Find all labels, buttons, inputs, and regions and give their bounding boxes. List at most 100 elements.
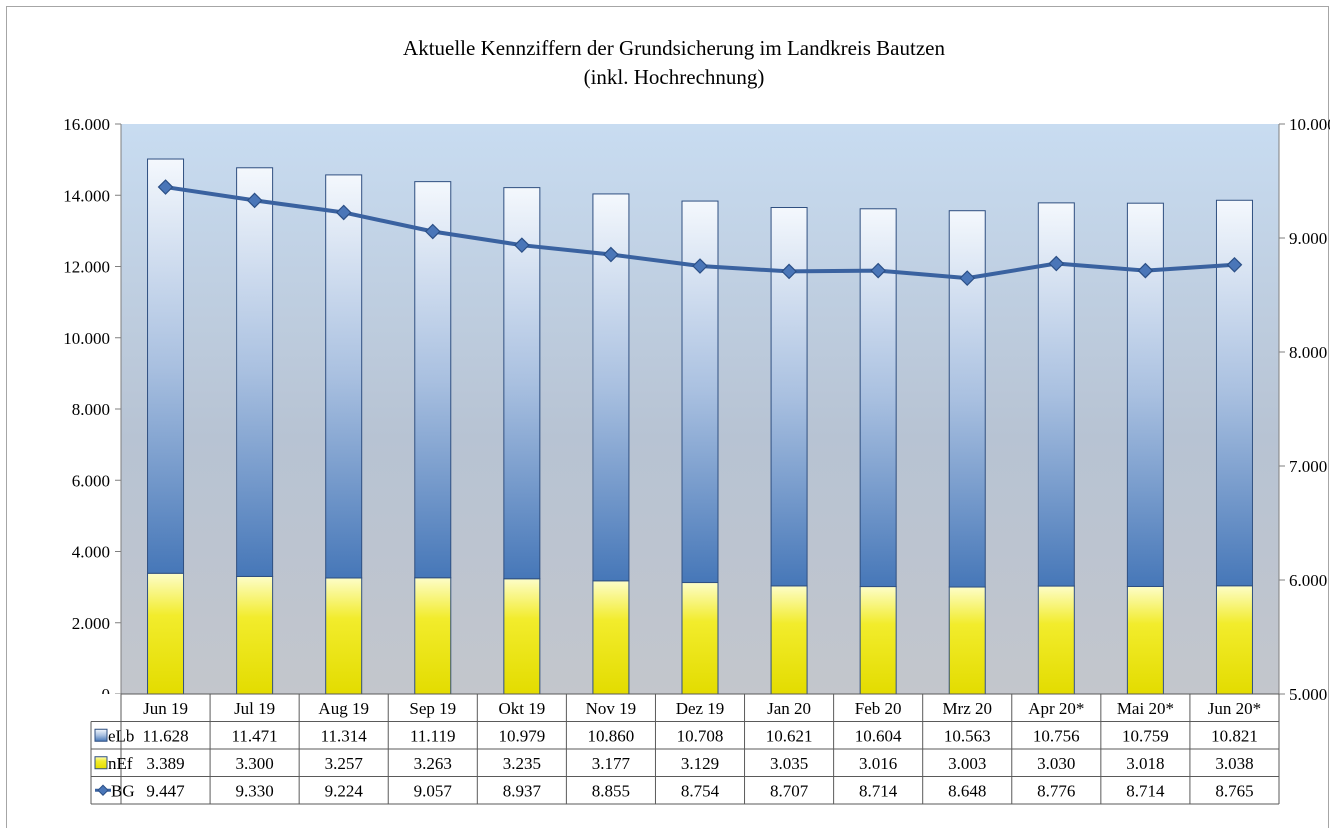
data-label-nef: 3.257 bbox=[325, 754, 364, 773]
bar-elb bbox=[325, 174, 363, 579]
bg-point bbox=[1226, 256, 1243, 273]
bar-nef bbox=[325, 577, 363, 695]
y-tick-label-right: 9.000 bbox=[1289, 229, 1327, 248]
data-label-bg: 8.707 bbox=[770, 781, 809, 800]
y-tick-label-left: 16.000 bbox=[63, 115, 110, 134]
x-tick-label: Okt 19 bbox=[498, 699, 545, 718]
legend-label-bg: BG bbox=[111, 781, 135, 800]
x-tick-label: Jan 20 bbox=[767, 699, 811, 718]
data-label-elb: 11.471 bbox=[232, 726, 278, 745]
y-tick-label-left: 2.000 bbox=[72, 614, 110, 633]
data-label-nef: 3.018 bbox=[1126, 754, 1164, 773]
legend-label-nef: nEf bbox=[108, 754, 133, 773]
bar-elb bbox=[236, 167, 274, 577]
bg-point bbox=[335, 204, 352, 221]
x-tick-label: Dez 19 bbox=[676, 699, 725, 718]
chart-frame: Aktuelle Kennziffern der Grundsicherung … bbox=[6, 6, 1330, 828]
data-label-elb: 10.860 bbox=[588, 726, 635, 745]
y-tick-label-left: 8.000 bbox=[72, 400, 110, 419]
data-table: Jun 19 Jul 19 Aug 19 Sep 19 Okt 19 Nov 19 Dez … bbox=[90, 693, 1280, 805]
data-label-bg: 8.937 bbox=[503, 781, 542, 800]
y-tick-label-right: 6.000 bbox=[1289, 571, 1327, 590]
bar-nef bbox=[681, 582, 719, 695]
x-tick-label: Nov 19 bbox=[586, 699, 637, 718]
bar-nef bbox=[503, 578, 541, 695]
y-tick-label-right: 7.000 bbox=[1289, 457, 1327, 476]
data-label-bg: 9.447 bbox=[146, 781, 185, 800]
bg-line-layer bbox=[157, 179, 1243, 286]
data-label-bg: 9.057 bbox=[414, 781, 453, 800]
bg-point bbox=[603, 246, 619, 263]
bar-nef bbox=[859, 586, 897, 695]
legend-label-elb: eLb bbox=[108, 726, 134, 745]
data-label-nef: 3.030 bbox=[1037, 754, 1075, 773]
data-label-bg: 8.754 bbox=[681, 781, 720, 800]
x-tick-label: Jun 20* bbox=[1208, 699, 1261, 718]
data-label-elb: 11.628 bbox=[142, 726, 188, 745]
bar-nef bbox=[948, 586, 986, 695]
data-label-elb: 11.314 bbox=[321, 726, 368, 745]
x-tick-label: Mai 20* bbox=[1117, 699, 1174, 718]
data-label-nef: 3.038 bbox=[1215, 754, 1253, 773]
bar-elb bbox=[1126, 202, 1164, 587]
y-tick-label-right: 8.000 bbox=[1289, 343, 1327, 362]
x-tick-label: Mrz 20 bbox=[942, 699, 992, 718]
data-label-bg: 8.648 bbox=[948, 781, 986, 800]
bar-nef bbox=[1215, 585, 1253, 695]
bar-nef bbox=[1126, 585, 1164, 695]
x-tick-label: Feb 20 bbox=[855, 699, 902, 718]
data-label-elb: 10.563 bbox=[944, 726, 991, 745]
chart-subtitle: (inkl. Hochrechnung) bbox=[584, 65, 765, 89]
bg-point bbox=[959, 270, 976, 286]
legend-key-bg-marker bbox=[97, 784, 109, 796]
data-label-nef: 3.016 bbox=[859, 754, 897, 773]
data-label-bg: 9.224 bbox=[325, 781, 364, 800]
chart-svg: Aktuelle Kennziffern der Grundsicherung … bbox=[63, 36, 1330, 805]
data-label-nef: 3.235 bbox=[503, 754, 541, 773]
data-label-bg: 9.330 bbox=[235, 781, 273, 800]
bg-point bbox=[692, 258, 708, 274]
data-label-nef: 3.177 bbox=[592, 754, 631, 773]
data-label-elb: 10.756 bbox=[1033, 726, 1080, 745]
bg-point bbox=[781, 263, 797, 280]
bar-nef bbox=[770, 585, 808, 695]
data-label-elb: 10.979 bbox=[498, 726, 545, 745]
bg-point bbox=[1137, 262, 1154, 279]
y-tick-label-left: 6.000 bbox=[72, 471, 110, 490]
data-label-nef: 3.263 bbox=[414, 754, 452, 773]
legend-key-elb bbox=[94, 728, 108, 742]
data-label-elb: 10.604 bbox=[855, 726, 902, 745]
data-label-nef: 3.129 bbox=[681, 754, 719, 773]
bar-elb bbox=[592, 193, 630, 582]
data-label-elb: 10.759 bbox=[1122, 726, 1169, 745]
data-label-bg: 8.714 bbox=[859, 781, 898, 800]
bg-point bbox=[1048, 255, 1065, 272]
data-label-nef: 3.035 bbox=[770, 754, 808, 773]
data-label-nef: 3.300 bbox=[235, 754, 273, 773]
x-tick-label: Jul 19 bbox=[234, 699, 275, 718]
x-tick-label: Aug 19 bbox=[318, 699, 369, 718]
data-label-bg: 8.776 bbox=[1037, 781, 1075, 800]
bg-point bbox=[424, 223, 441, 240]
data-label-elb: 10.821 bbox=[1211, 726, 1258, 745]
data-label-bg: 8.855 bbox=[592, 781, 630, 800]
chart-title: Aktuelle Kennziffern der Grundsicherung … bbox=[403, 36, 945, 60]
bg-point bbox=[870, 262, 887, 279]
axes: 02.0004.0006.0008.00010.00012.00014.0001… bbox=[63, 115, 1330, 704]
bg-point bbox=[246, 192, 263, 209]
bar-elb bbox=[948, 210, 986, 588]
data-label-bg: 8.714 bbox=[1126, 781, 1165, 800]
bar-elb bbox=[147, 158, 185, 574]
bar-nef bbox=[1037, 585, 1075, 695]
data-label-nef: 3.003 bbox=[948, 754, 986, 773]
data-label-bg: 8.765 bbox=[1215, 781, 1253, 800]
bar-nef bbox=[236, 575, 274, 695]
bar-nef bbox=[592, 580, 630, 695]
data-label-elb: 10.708 bbox=[677, 726, 724, 745]
y-tick-label-left: 10.000 bbox=[63, 329, 110, 348]
data-label-elb: 10.621 bbox=[766, 726, 813, 745]
bar-nef bbox=[147, 572, 185, 695]
x-tick-label: Apr 20* bbox=[1028, 699, 1084, 718]
y-tick-label-left: 4.000 bbox=[72, 543, 110, 562]
y-tick-label-left: 12.000 bbox=[63, 258, 110, 277]
